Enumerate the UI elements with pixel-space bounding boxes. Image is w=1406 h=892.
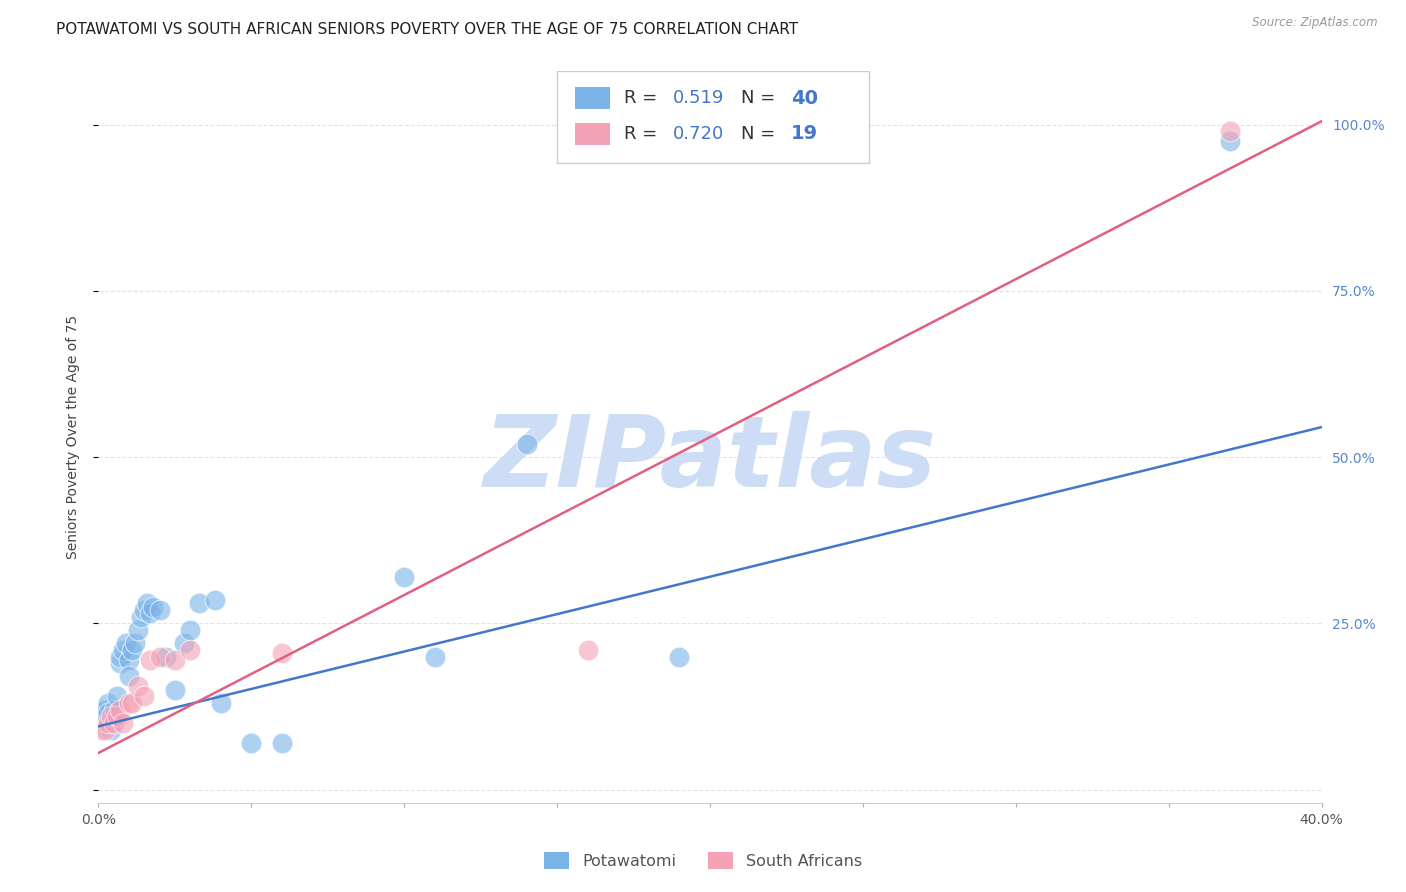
Point (108, 703, 131, 717)
Point (668, 649, 690, 664)
Point (173, 636, 195, 650)
Point (576, 643, 599, 657)
FancyBboxPatch shape (557, 71, 869, 162)
Point (93, 723, 115, 737)
Point (121, 696, 143, 710)
Point (97, 716, 120, 731)
Point (270, 646, 292, 660)
Point (149, 603, 172, 617)
Text: 0.519: 0.519 (673, 89, 724, 107)
Point (139, 653, 162, 667)
Text: 40: 40 (790, 89, 818, 108)
Point (111, 643, 134, 657)
Point (392, 570, 416, 584)
Point (149, 649, 172, 664)
Point (1219, 124, 1241, 138)
Point (270, 736, 292, 750)
Point (118, 669, 141, 683)
Y-axis label: Seniors Poverty Over the Age of 75: Seniors Poverty Over the Age of 75 (66, 315, 80, 559)
Text: 0.720: 0.720 (673, 125, 724, 143)
Point (179, 623, 201, 637)
Point (1219, 134, 1241, 148)
Point (105, 709, 128, 723)
Point (118, 653, 141, 667)
Point (142, 599, 165, 614)
Point (118, 696, 141, 710)
Text: ZIPatlas: ZIPatlas (484, 410, 936, 508)
Point (204, 593, 226, 607)
Point (108, 656, 131, 670)
Point (115, 636, 138, 650)
Point (188, 596, 211, 610)
Point (516, 436, 538, 450)
Text: Source: ZipAtlas.com: Source: ZipAtlas.com (1253, 16, 1378, 29)
Text: R =: R = (624, 89, 664, 107)
FancyBboxPatch shape (575, 87, 610, 110)
Point (97, 706, 120, 720)
Legend: Potawatomi, South Africans: Potawatomi, South Africans (537, 846, 869, 875)
Text: R =: R = (624, 125, 664, 143)
FancyBboxPatch shape (575, 122, 610, 145)
Text: N =: N = (741, 89, 780, 107)
Text: N =: N = (741, 125, 780, 143)
Point (103, 703, 125, 717)
Point (100, 709, 122, 723)
Point (103, 709, 125, 723)
Text: 19: 19 (790, 124, 818, 143)
Point (100, 716, 122, 731)
Point (134, 690, 156, 704)
Point (155, 649, 177, 664)
Point (90, 723, 112, 737)
Point (93, 703, 115, 717)
Point (121, 643, 143, 657)
Point (129, 609, 152, 624)
Point (90, 713, 112, 727)
Text: POTAWATOMI VS SOUTH AFRICAN SENIORS POVERTY OVER THE AGE OF 75 CORRELATION CHART: POTAWATOMI VS SOUTH AFRICAN SENIORS POVE… (56, 22, 799, 37)
Point (127, 623, 149, 637)
Point (111, 716, 134, 731)
Point (127, 680, 149, 694)
Point (90, 706, 112, 720)
Point (209, 696, 232, 710)
Point (136, 596, 159, 610)
Point (103, 716, 125, 731)
Point (134, 603, 156, 617)
Point (240, 736, 263, 750)
Point (179, 643, 201, 657)
Point (163, 682, 186, 697)
Point (105, 690, 128, 704)
Point (139, 607, 162, 621)
Point (100, 723, 122, 737)
Point (93, 716, 115, 731)
Point (97, 696, 120, 710)
Point (124, 636, 146, 650)
Point (108, 649, 131, 664)
Point (163, 653, 186, 667)
Point (423, 649, 446, 664)
